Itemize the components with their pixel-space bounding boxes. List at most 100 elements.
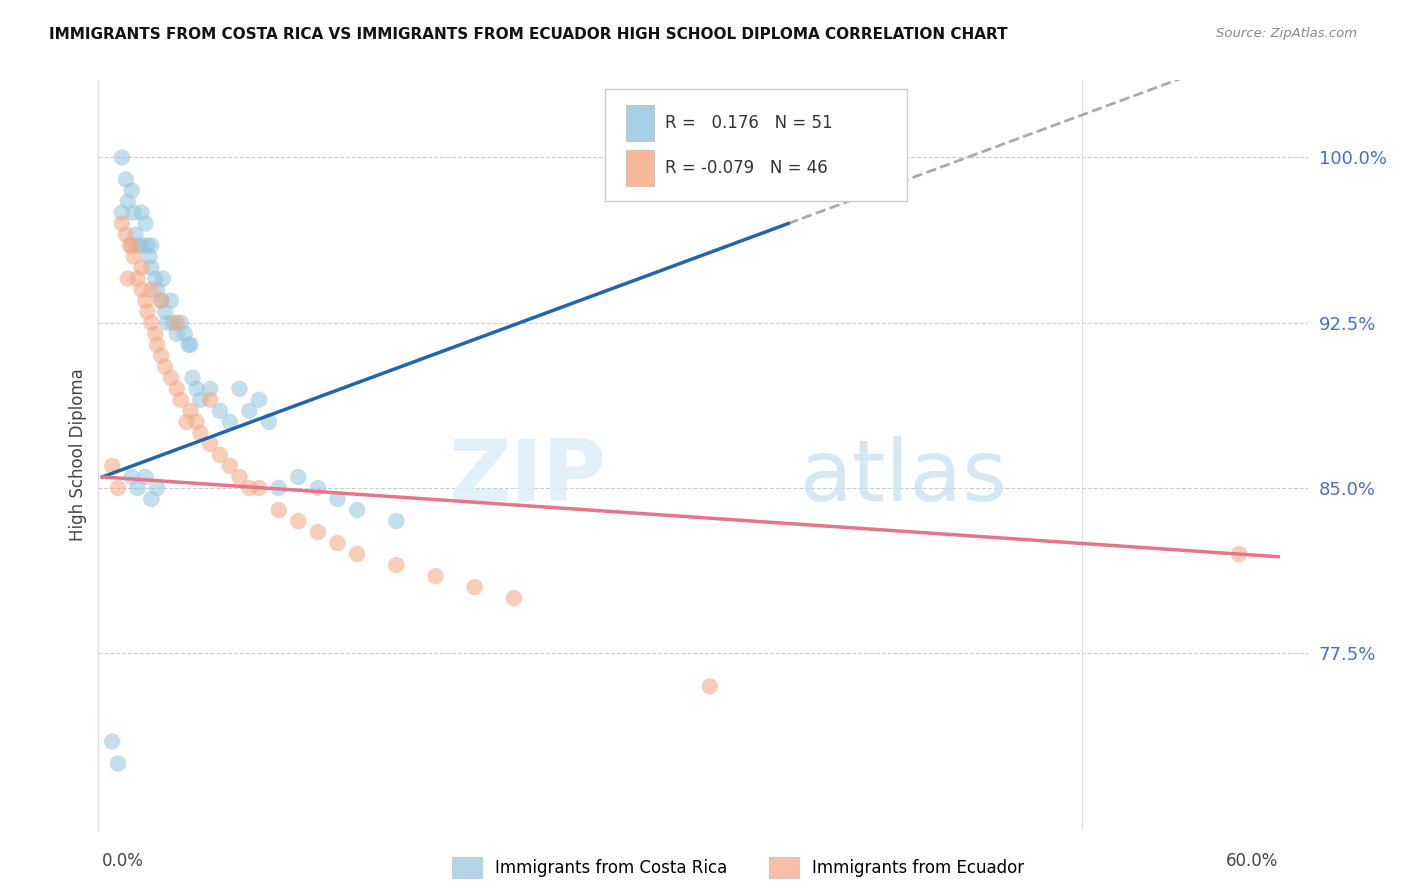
Point <box>385 514 408 528</box>
Point <box>134 217 156 231</box>
Point <box>166 382 188 396</box>
Point <box>425 569 447 583</box>
Point <box>121 184 143 198</box>
Point <box>131 205 153 219</box>
Point <box>111 205 134 219</box>
Point <box>121 238 143 252</box>
Point <box>134 293 156 308</box>
Point <box>162 316 184 330</box>
Point <box>141 238 163 252</box>
Point <box>160 371 183 385</box>
Point <box>127 271 149 285</box>
Point <box>166 316 188 330</box>
Point <box>267 481 290 495</box>
Point <box>152 271 174 285</box>
Point <box>141 260 163 275</box>
Text: R =   0.176   N = 51: R = 0.176 N = 51 <box>665 114 832 132</box>
Point <box>177 337 200 351</box>
Point <box>118 238 141 252</box>
Point <box>218 458 240 473</box>
Point <box>166 326 188 341</box>
Point <box>138 250 160 264</box>
Point <box>502 591 524 606</box>
Point <box>141 491 163 506</box>
Point <box>111 150 134 164</box>
Point <box>326 536 349 550</box>
Point <box>208 404 231 418</box>
Point <box>134 470 156 484</box>
Point <box>146 283 169 297</box>
Point <box>131 283 153 297</box>
Point <box>326 491 349 506</box>
Point <box>127 481 149 495</box>
Point <box>101 734 124 748</box>
Point <box>150 293 173 308</box>
Point <box>111 217 134 231</box>
Text: 0.0%: 0.0% <box>103 852 145 870</box>
Point <box>208 448 231 462</box>
Point <box>198 382 221 396</box>
Point <box>346 547 368 561</box>
Point <box>198 437 221 451</box>
Y-axis label: High School Diploma: High School Diploma <box>69 368 87 541</box>
Point <box>238 481 260 495</box>
Point <box>173 326 195 341</box>
Point <box>464 580 486 594</box>
Point <box>247 392 270 407</box>
Point <box>346 503 368 517</box>
Text: R = -0.079   N = 46: R = -0.079 N = 46 <box>665 159 828 177</box>
Point <box>107 756 129 771</box>
Point <box>115 227 138 242</box>
Point <box>385 558 408 573</box>
Point <box>307 481 329 495</box>
Point <box>228 470 250 484</box>
Point <box>186 415 208 429</box>
Point <box>122 250 145 264</box>
Point <box>107 481 129 495</box>
Point <box>186 382 208 396</box>
Point <box>117 271 139 285</box>
Point <box>122 205 145 219</box>
Point <box>115 172 138 186</box>
Point <box>287 514 309 528</box>
Point <box>131 238 153 252</box>
Point <box>218 415 240 429</box>
Point <box>160 293 183 308</box>
Point <box>141 316 163 330</box>
Point <box>153 304 176 318</box>
Point <box>1227 547 1250 561</box>
Point <box>267 503 290 517</box>
Point <box>121 470 143 484</box>
Point <box>150 349 173 363</box>
Point <box>146 481 169 495</box>
Point <box>238 404 260 418</box>
Point <box>180 337 202 351</box>
Point <box>699 679 721 693</box>
Point <box>101 458 124 473</box>
Point <box>127 238 149 252</box>
Point <box>181 371 204 385</box>
Point <box>131 260 153 275</box>
Point <box>247 481 270 495</box>
Text: ZIP: ZIP <box>449 436 606 519</box>
Point <box>228 382 250 396</box>
Point <box>180 404 202 418</box>
Point <box>150 293 173 308</box>
Legend: Immigrants from Costa Rica, Immigrants from Ecuador: Immigrants from Costa Rica, Immigrants f… <box>446 851 1031 884</box>
Point <box>124 227 146 242</box>
Point <box>141 283 163 297</box>
Point <box>143 326 166 341</box>
Point <box>153 359 176 374</box>
Text: 60.0%: 60.0% <box>1226 852 1278 870</box>
Point <box>188 392 211 407</box>
Text: atlas: atlas <box>800 436 1008 519</box>
Point <box>170 392 193 407</box>
Point <box>136 304 159 318</box>
Point <box>143 271 166 285</box>
Point <box>188 425 211 440</box>
Point <box>198 392 221 407</box>
Point <box>307 524 329 539</box>
Text: Source: ZipAtlas.com: Source: ZipAtlas.com <box>1216 27 1357 40</box>
Point <box>257 415 280 429</box>
Point <box>156 316 179 330</box>
